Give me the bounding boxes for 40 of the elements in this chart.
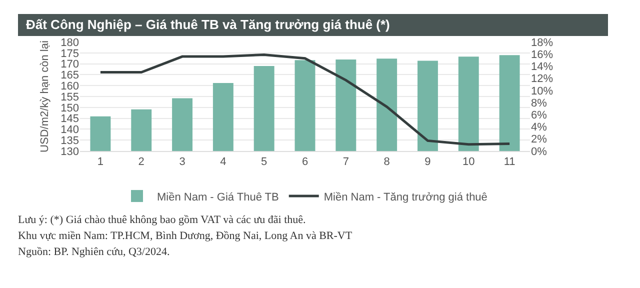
y-tick-label: 140: [60, 124, 79, 136]
text: Khu vực miền Nam: TP.HCM, Bình Dương, Đồng Nai, Long An và BR-VT: [18, 229, 352, 244]
y-tick-label: 150: [60, 102, 79, 114]
y2-tick-label: 8%: [531, 97, 548, 110]
y2-tick-label: 10%: [531, 85, 554, 98]
y-tick-label: 170: [60, 58, 79, 71]
y2-tick-label: 2%: [531, 134, 548, 146]
y2-tick-label: 16%: [531, 48, 554, 61]
y2-tick-label: 14%: [531, 61, 554, 74]
text: Nguồn: BP. Nghiên cứu, Q3/2024.: [18, 245, 171, 260]
y2-tick-label: 0%: [531, 146, 548, 158]
x-tick-label: 3: [179, 156, 186, 168]
y-tick-label: 165: [60, 70, 79, 82]
text: Lưu ý: (*) Giá chào thuê không bao gồm VAT và các ưu đãi thuê.: [18, 213, 307, 228]
y2-tick-label: 4%: [531, 122, 548, 134]
legend-label: Miền Nam - Tăng trưởng giá thuê: [324, 191, 488, 204]
x-tick-label: 9: [424, 156, 431, 168]
x-tick-label: 8: [384, 156, 390, 168]
y-tick-label: 130: [60, 146, 79, 158]
y-tick-label: 180: [60, 36, 79, 49]
x-tick-label: 4: [220, 156, 226, 168]
y-axis-title: USD/m2/kỳ hạn còn lại: [39, 40, 51, 152]
line-series: [99, 53, 511, 146]
legend-label: Miền Nam - Giá Thuê TB: [157, 191, 279, 204]
y-tick-label: 145: [60, 113, 79, 126]
x-tick-label: 5: [261, 156, 268, 168]
chart-title: Đất Công Nghiệp – Giá thuê TB và Tăng trưởng giá thuê (*): [18, 14, 608, 36]
y-tick-label: 155: [60, 91, 79, 104]
y2-tick-label: 12%: [531, 73, 554, 86]
y2-tick-label: 6%: [531, 110, 548, 122]
x-tick-label: 7: [342, 156, 349, 168]
y-tick-label: 135: [60, 134, 79, 147]
x-tick-label: 2: [138, 156, 144, 168]
y2-tick-label: 18%: [531, 36, 554, 49]
x-tick-label: 11: [504, 156, 516, 168]
x-tick-label: 10: [462, 156, 475, 168]
y-tick-label: 160: [60, 80, 79, 92]
x-tick-label: 6: [302, 156, 308, 168]
x-tick-label: 1: [97, 156, 104, 168]
y-tick-label: 175: [60, 48, 79, 60]
